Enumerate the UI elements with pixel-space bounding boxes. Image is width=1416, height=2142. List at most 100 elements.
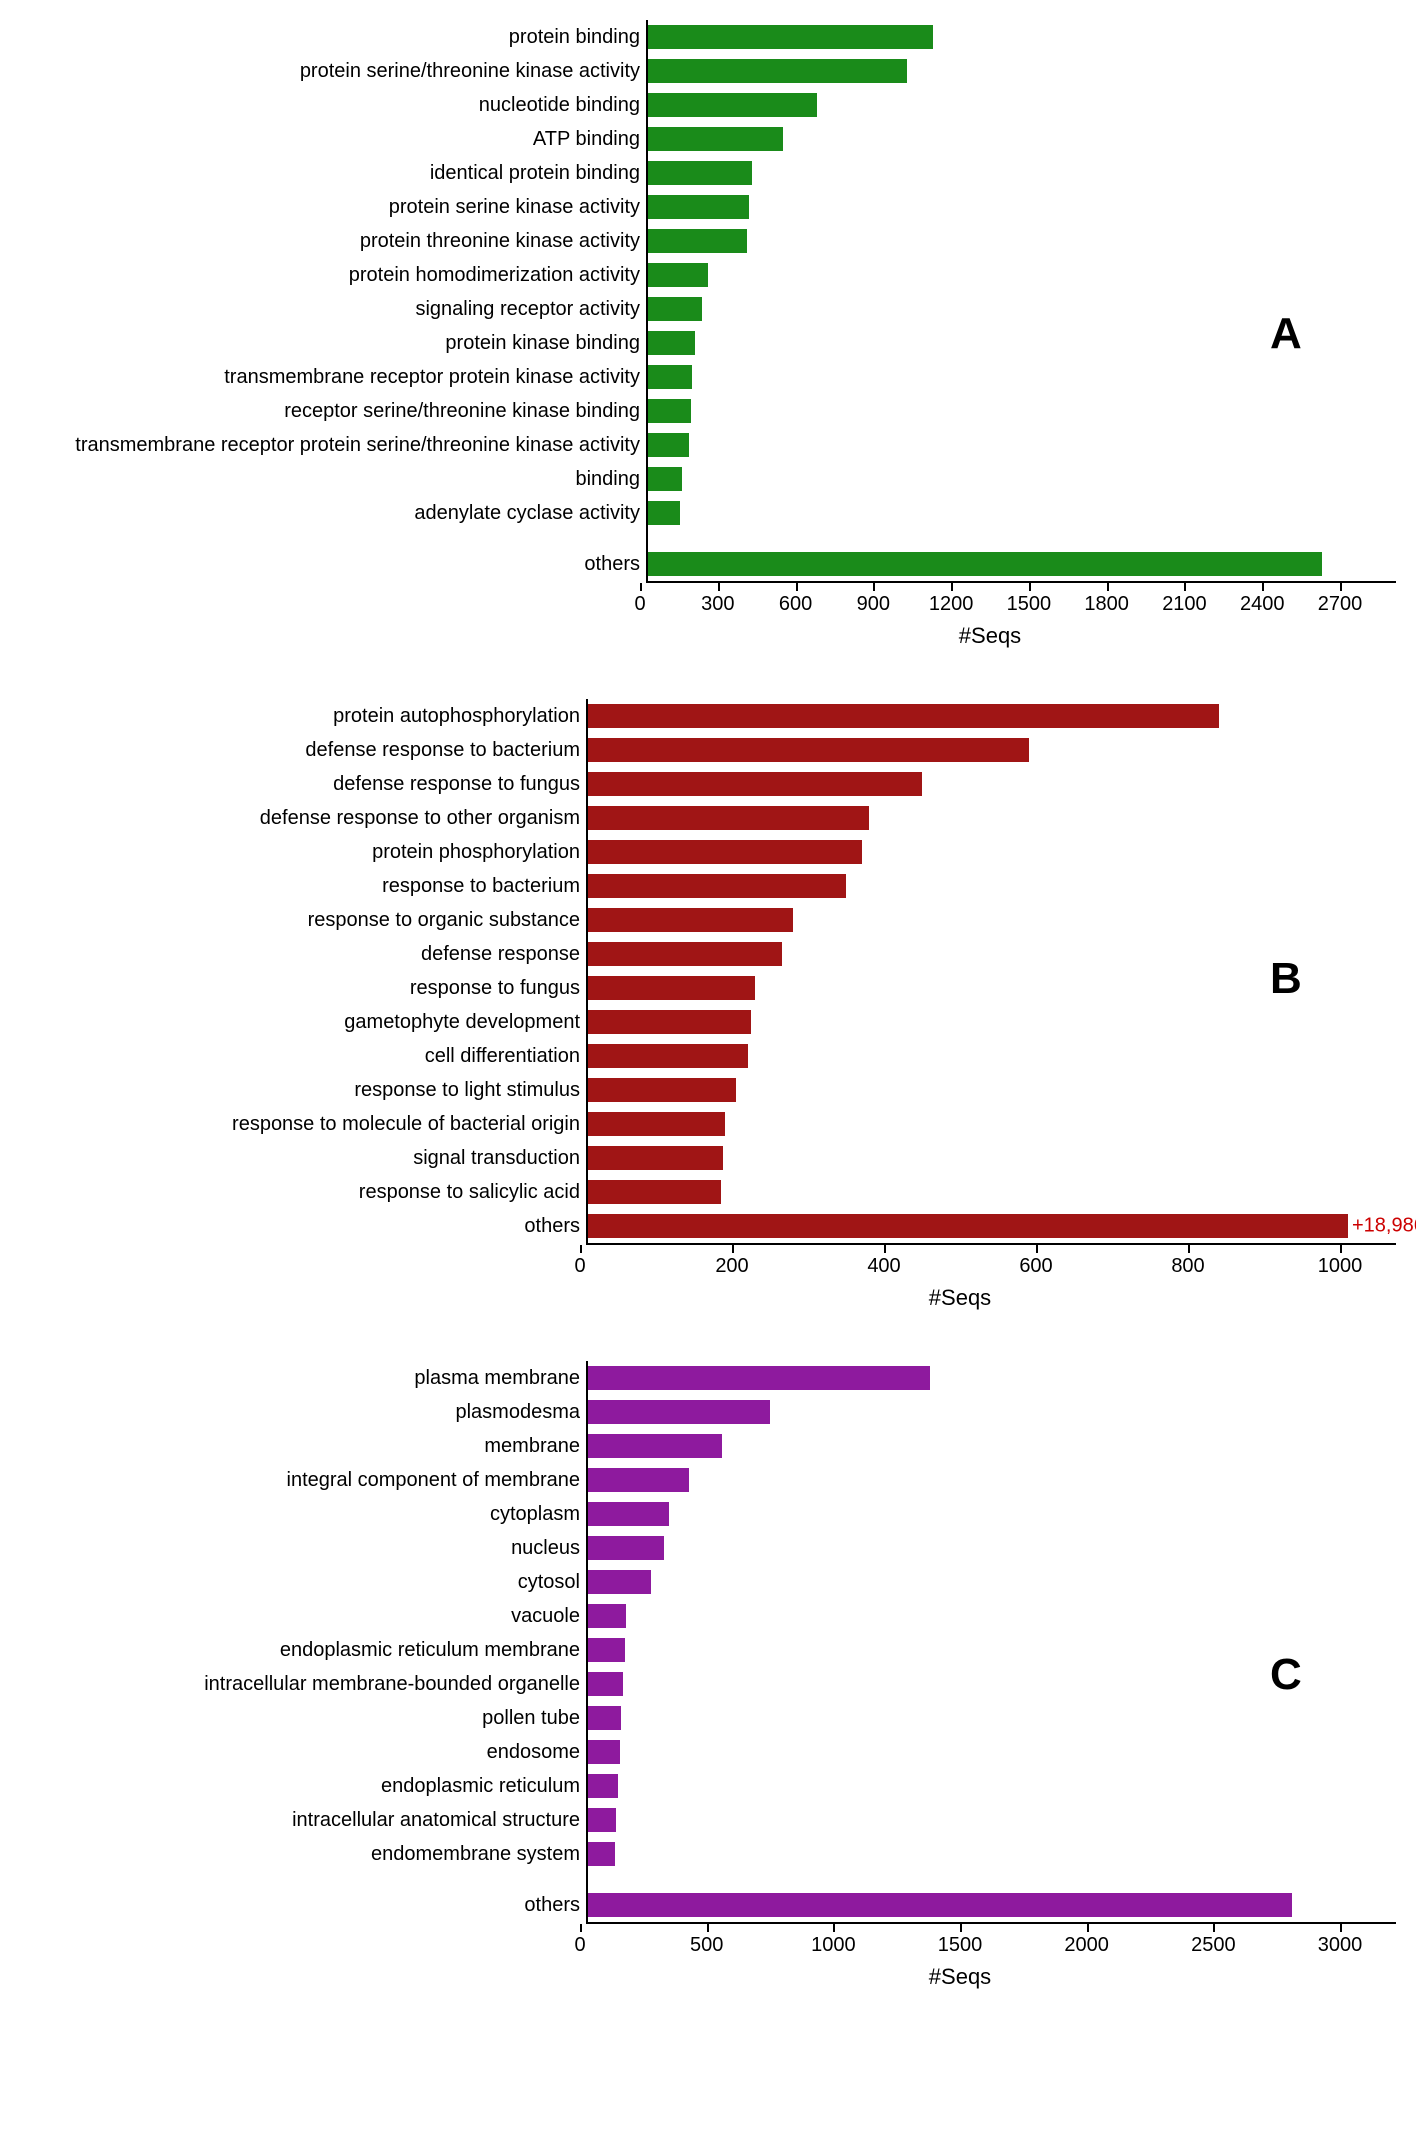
bar-row xyxy=(588,1395,1396,1429)
category-label: gametophyte development xyxy=(20,1005,580,1039)
chart-panel-a: protein bindingprotein serine/threonine … xyxy=(20,20,1396,649)
tick-label: 2400 xyxy=(1240,593,1285,616)
tick-label: 2700 xyxy=(1318,593,1363,616)
category-label: ATP binding xyxy=(20,122,640,156)
y-axis-labels: protein bindingprotein serine/threonine … xyxy=(20,20,646,583)
bar xyxy=(588,806,869,830)
bar xyxy=(588,1180,721,1204)
plot-area xyxy=(586,1361,1396,1924)
tick-mark xyxy=(960,1924,962,1932)
tick-label: 2500 xyxy=(1191,1934,1236,1957)
tick-mark xyxy=(1340,583,1342,591)
bar-row xyxy=(588,1735,1396,1769)
bar xyxy=(588,738,1029,762)
category-label: protein homodimerization activity xyxy=(20,258,640,292)
bar xyxy=(648,229,747,253)
category-label: pollen tube xyxy=(20,1701,580,1735)
bar-row xyxy=(588,1599,1396,1633)
category-label: endoplasmic reticulum xyxy=(20,1769,580,1803)
chart-body: protein bindingprotein serine/threonine … xyxy=(20,20,1396,583)
y-axis-labels: protein autophosphorylationdefense respo… xyxy=(20,699,586,1245)
tick-container: 0300600900120015001800210024002700 xyxy=(640,583,1340,619)
category-label: protein serine kinase activity xyxy=(20,190,640,224)
x-axis-title: #Seqs xyxy=(580,1285,1340,1311)
bar xyxy=(588,942,782,966)
bar xyxy=(588,1536,664,1560)
bar-row xyxy=(588,1497,1396,1531)
tick-label: 600 xyxy=(779,593,812,616)
panel-letter: C xyxy=(1270,1650,1302,1700)
bar-row xyxy=(648,496,1396,530)
bar xyxy=(648,195,749,219)
panel-letter: B xyxy=(1270,954,1302,1004)
bar xyxy=(588,1146,723,1170)
bar xyxy=(588,772,922,796)
bar xyxy=(588,976,755,1000)
bar-row xyxy=(588,1837,1396,1871)
tick-mark xyxy=(1036,1245,1038,1253)
tick-mark xyxy=(707,1924,709,1932)
category-label: defense response to bacterium xyxy=(20,733,580,767)
tick-label: 300 xyxy=(701,593,734,616)
category-label: vacuole xyxy=(20,1599,580,1633)
tick-mark xyxy=(833,1924,835,1932)
bar xyxy=(588,1672,623,1696)
tick-mark xyxy=(884,1245,886,1253)
category-label: others xyxy=(20,547,640,581)
x-axis: 02004006008001000 xyxy=(20,1245,1396,1281)
bar-row xyxy=(588,1701,1396,1735)
x-axis-title: #Seqs xyxy=(580,1964,1340,1990)
tick-mark xyxy=(873,583,875,591)
bar-row xyxy=(588,1073,1396,1107)
bar xyxy=(588,1400,770,1424)
tick-label: 200 xyxy=(715,1255,748,1278)
bar xyxy=(588,1112,725,1136)
bar-row xyxy=(588,1888,1396,1922)
bar-row xyxy=(588,903,1396,937)
category-label: nucleotide binding xyxy=(20,88,640,122)
bar-row xyxy=(588,1005,1396,1039)
bar xyxy=(588,1078,736,1102)
category-label: response to molecule of bacterial origin xyxy=(20,1107,580,1141)
plot-area xyxy=(646,20,1396,583)
bar xyxy=(648,433,689,457)
category-label: receptor serine/threonine kinase binding xyxy=(20,394,640,428)
bar-row xyxy=(648,190,1396,224)
category-label: endosome xyxy=(20,1735,580,1769)
tick-mark xyxy=(1107,583,1109,591)
bar xyxy=(588,1604,626,1628)
bar xyxy=(588,1842,615,1866)
bar xyxy=(588,1774,618,1798)
x-axis: 0300600900120015001800210024002700 xyxy=(20,583,1396,619)
tick-mark xyxy=(1262,583,1264,591)
tick-label: 400 xyxy=(867,1255,900,1278)
category-label: defense response to other organism xyxy=(20,801,580,835)
category-label: defense response xyxy=(20,937,580,971)
tick-label: 1200 xyxy=(929,593,974,616)
bar-row xyxy=(588,1463,1396,1497)
tick-mark xyxy=(718,583,720,591)
bar xyxy=(588,704,1219,728)
bar-row xyxy=(648,54,1396,88)
bar xyxy=(648,263,708,287)
tick-label: 1500 xyxy=(1007,593,1052,616)
bar-row xyxy=(588,1429,1396,1463)
tick-mark xyxy=(1340,1924,1342,1932)
bar xyxy=(588,1214,1348,1238)
category-label: response to salicylic acid xyxy=(20,1175,580,1209)
category-label: binding xyxy=(20,462,640,496)
tick-mark xyxy=(580,1245,582,1253)
tick-mark xyxy=(1340,1245,1342,1253)
bar xyxy=(648,93,817,117)
tick-container: 02004006008001000 xyxy=(580,1245,1340,1281)
bar xyxy=(648,25,933,49)
bar xyxy=(588,1808,616,1832)
tick-mark xyxy=(1188,1245,1190,1253)
overflow-annotation: +18,986 xyxy=(1352,1215,1416,1238)
category-label: response to bacterium xyxy=(20,869,580,903)
bar-row xyxy=(588,1175,1396,1209)
tick-label: 800 xyxy=(1171,1255,1204,1278)
bar xyxy=(588,1434,722,1458)
bar xyxy=(648,501,680,525)
y-axis-labels: plasma membraneplasmodesmamembraneintegr… xyxy=(20,1361,586,1924)
